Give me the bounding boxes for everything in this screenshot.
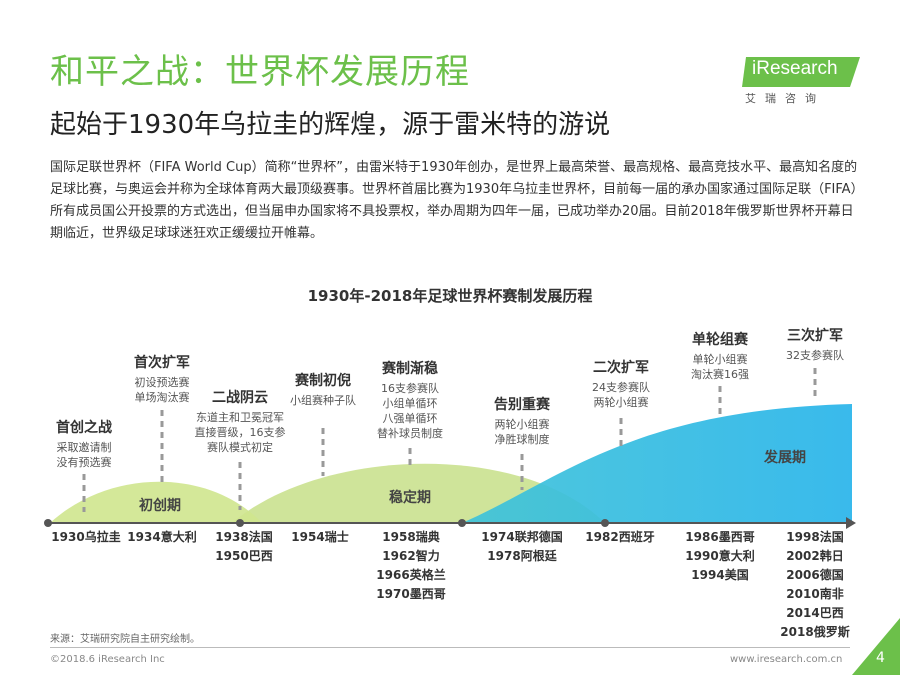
- milestone-heading: 首次扩军: [134, 355, 190, 371]
- milestone-heading: 赛制渐稳: [382, 361, 438, 377]
- milestone-line: 单场淘汰赛: [134, 391, 190, 404]
- milestone-1938: 二战阴云 东道主和卫冕冠军 直接晋级，16支参 赛队模式初定: [180, 388, 300, 455]
- milestone-line: 小组赛种子队: [290, 394, 356, 407]
- year-label: 1934意大利: [127, 530, 197, 544]
- milestone-line: 16支参赛队: [381, 382, 439, 395]
- milestone-line: 净胜球制度: [494, 433, 550, 446]
- milestone-line: 赛队模式初定: [207, 441, 273, 454]
- page-number: 4: [876, 650, 885, 666]
- year-label: 1994美国: [691, 568, 749, 582]
- year-label: 1950巴西: [215, 549, 273, 563]
- year-group-8: 1986墨西哥 1990意大利 1994美国: [670, 528, 770, 585]
- year-group-1: 1930乌拉圭: [36, 528, 136, 547]
- milestone-line: 24支参赛队: [592, 381, 650, 394]
- milestone-line: 淘汰赛16强: [691, 368, 749, 381]
- year-group-3: 1938法国 1950巴西: [194, 528, 294, 566]
- phase-label-early: 初创期: [139, 497, 181, 514]
- year-label: 1982西班牙: [585, 530, 655, 544]
- year-label: 1962智力: [382, 549, 440, 563]
- milestone-line: 初设预选赛: [134, 376, 190, 389]
- year-label: 1966英格兰: [376, 568, 446, 582]
- phase-label-development: 发展期: [763, 449, 806, 466]
- milestone-line: 八强单循环: [382, 412, 438, 425]
- logo-subtext: 艾瑞咨询: [745, 92, 825, 105]
- year-group-5: 1958瑞典 1962智力 1966英格兰 1970墨西哥: [361, 528, 461, 604]
- milestone-line: 采取邀请制: [56, 441, 112, 454]
- page-subtitle: 起始于1930年乌拉圭的辉煌，源于雷米特的游说: [50, 110, 611, 140]
- year-label: 1938法国: [215, 530, 273, 544]
- milestone-heading: 二次扩军: [593, 360, 649, 376]
- year-label: 1986墨西哥: [685, 530, 755, 544]
- milestone-line: 单轮小组赛: [692, 353, 748, 366]
- year-label: 2018俄罗斯: [780, 625, 850, 639]
- year-label: 1970墨西哥: [376, 587, 446, 601]
- iresearch-logo: [742, 57, 860, 87]
- copyright-text: ©2018.6 iResearch Inc: [50, 654, 165, 665]
- milestone-line: 两轮小组赛: [494, 418, 550, 431]
- footer-divider: [50, 647, 850, 648]
- logo-text: iResearch: [752, 58, 838, 79]
- milestone-line: 小组单循环: [382, 397, 438, 410]
- source-note: 来源：艾瑞研究院自主研究绘制。: [50, 634, 200, 645]
- year-group-6: 1974联邦德国 1978阿根廷: [467, 528, 577, 566]
- phase-label-stable: 稳定期: [389, 489, 431, 506]
- page-corner-triangle: [852, 618, 900, 675]
- milestone-line: 32支参赛队: [786, 349, 844, 362]
- axis-dot: [601, 519, 609, 527]
- milestone-1954: 赛制初倪 小组赛种子队: [273, 371, 373, 408]
- milestone-line: 东道主和卫冕冠军: [196, 411, 284, 424]
- milestone-1986: 单轮组赛 单轮小组赛 淘汰赛16强: [670, 330, 770, 382]
- milestone-1974: 告别重赛 两轮小组赛 净胜球制度: [472, 395, 572, 447]
- milestone-1930: 首创之战 采取邀请制 没有预选赛: [34, 418, 134, 470]
- milestone-heading: 三次扩军: [787, 328, 843, 344]
- milestone-heading: 首创之战: [56, 420, 112, 436]
- diagram-title: 1930年-2018年足球世界杯赛制发展历程: [307, 287, 593, 305]
- year-group-9: 1998法国 2002韩日 2006德国 2010南非 2014巴西 2018俄…: [765, 528, 865, 642]
- milestone-1998: 三次扩军 32支参赛队: [765, 326, 865, 363]
- year-label: 2006德国: [786, 568, 844, 582]
- milestone-1934: 首次扩军 初设预选赛 单场淘汰赛: [112, 353, 212, 405]
- description-paragraph: 国际足联世界杯（FIFA World Cup）简称“世界杯”，由雷米特于1930…: [50, 160, 858, 241]
- timeline-arrow-icon: [846, 517, 856, 529]
- year-label: 1958瑞典: [382, 530, 440, 544]
- year-label: 1990意大利: [685, 549, 755, 563]
- milestone-heading: 告别重赛: [494, 397, 550, 413]
- year-label: 2010南非: [786, 587, 844, 601]
- year-group-2: 1934意大利: [112, 528, 212, 547]
- year-label: 1930乌拉圭: [51, 530, 121, 544]
- year-label: 1974联邦德国: [481, 530, 563, 544]
- axis-dot: [44, 519, 52, 527]
- website-link[interactable]: www.iresearch.com.cn: [730, 654, 843, 665]
- year-label: 2014巴西: [786, 606, 844, 620]
- milestone-line: 替补球员制度: [377, 427, 443, 440]
- milestone-line: 直接晋级，16支参: [194, 426, 286, 439]
- milestone-1982: 二次扩军 24支参赛队 两轮小组赛: [571, 358, 671, 410]
- year-label: 2002韩日: [786, 549, 844, 563]
- milestone-1958: 赛制渐稳 16支参赛队 小组单循环 八强单循环 替补球员制度: [360, 359, 460, 441]
- axis-dot: [458, 519, 466, 527]
- milestone-heading: 二战阴云: [212, 390, 268, 406]
- year-group-7: 1982西班牙: [570, 528, 670, 547]
- year-group-4: 1954瑞士: [270, 528, 370, 547]
- milestone-line: 两轮小组赛: [593, 396, 649, 409]
- year-label: 1978阿根廷: [487, 549, 557, 563]
- phase-area-early: [50, 481, 262, 523]
- phase-area-development: [462, 404, 852, 523]
- milestone-line: 没有预选赛: [56, 456, 112, 469]
- milestone-heading: 单轮组赛: [692, 332, 748, 348]
- year-label: 1954瑞士: [291, 530, 349, 544]
- page-title: 和平之战：世界杯发展历程: [50, 52, 470, 92]
- milestone-heading: 赛制初倪: [295, 373, 351, 389]
- axis-dot: [236, 519, 244, 527]
- year-label: 1998法国: [786, 530, 844, 544]
